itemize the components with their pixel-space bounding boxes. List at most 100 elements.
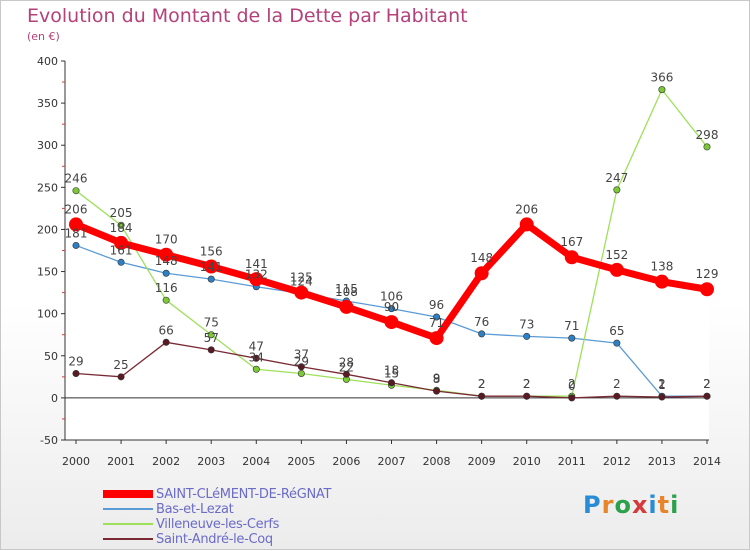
legend-label-villeneuve: Villeneuve-les-Cerfs: [156, 516, 280, 532]
data-label-saint-andr-le-coq: 57: [204, 331, 219, 345]
data-point-saint-cl-ment-de-r-gnat: [654, 274, 669, 289]
x-tick-label: 2004: [242, 455, 270, 468]
data-point-saint-cl-ment-de-r-gnat: [204, 259, 219, 274]
logo-letter: r: [601, 491, 615, 519]
legend-swatch-saint-andre: [103, 538, 153, 540]
data-label-bas-et-lezat: 65: [609, 324, 624, 338]
data-label-bas-et-lezat: 124: [290, 274, 313, 288]
data-point-saint-andr-le-coq: [523, 392, 531, 400]
data-label-villeneuve-les-cerfs: 298: [696, 128, 719, 142]
data-point-saint-cl-ment-de-r-gnat: [294, 285, 309, 300]
data-label-bas-et-lezat: 132: [245, 268, 268, 282]
data-label-villeneuve-les-cerfs: 9: [433, 371, 441, 385]
data-point-saint-cl-ment-de-r-gnat: [339, 299, 354, 314]
data-point-saint-andr-le-coq: [703, 392, 711, 400]
data-point-villeneuve-les-cerfs: [162, 296, 170, 304]
chart-unit-label: (en €): [27, 30, 60, 43]
x-tick-label: 2011: [558, 455, 586, 468]
chart-title: Evolution du Montant de la Dette par Hab…: [27, 5, 468, 27]
data-label-bas-et-lezat: 141: [200, 260, 223, 274]
data-point-villeneuve-les-cerfs: [613, 186, 621, 194]
data-point-bas-et-lezat: [117, 258, 125, 266]
data-label-saint-cl-ment-de-r-gnat: 90: [384, 300, 399, 314]
x-tick-label: 2001: [107, 455, 135, 468]
data-point-saint-andr-le-coq: [387, 379, 395, 387]
data-label-saint-andr-le-coq: 37: [294, 348, 309, 362]
data-point-bas-et-lezat: [478, 330, 486, 338]
data-label-saint-andr-le-coq: 2: [523, 377, 531, 391]
logo-letter: i: [670, 491, 680, 519]
y-tick-label: 400: [37, 55, 58, 68]
data-label-saint-cl-ment-de-r-gnat: 125: [290, 271, 313, 285]
y-tick-label: 350: [37, 97, 58, 110]
proxiti-logo: Proxiti: [583, 491, 679, 519]
data-point-bas-et-lezat: [207, 275, 215, 283]
data-point-saint-andr-le-coq: [72, 369, 80, 377]
data-point-saint-andr-le-coq: [162, 338, 170, 346]
data-label-bas-et-lezat: 115: [335, 282, 358, 296]
data-label-saint-andr-le-coq: 2: [703, 377, 711, 391]
data-point-saint-andr-le-coq: [658, 393, 666, 401]
data-label-saint-andr-le-coq: 28: [339, 355, 354, 369]
y-tick-label: 150: [37, 266, 58, 279]
data-point-saint-cl-ment-de-r-gnat: [249, 272, 264, 287]
x-tick-label: 2010: [513, 455, 541, 468]
data-point-saint-cl-ment-de-r-gnat: [114, 235, 129, 250]
plot-area: [65, 61, 709, 440]
data-point-villeneuve-les-cerfs: [703, 143, 711, 151]
data-label-villeneuve-les-cerfs: 29: [294, 354, 309, 368]
legend-swatch-villeneuve: [103, 523, 153, 525]
logo-letter: P: [583, 491, 602, 519]
data-point-saint-cl-ment-de-r-gnat: [564, 250, 579, 265]
x-tick-label: 2009: [468, 455, 496, 468]
y-tick-label: 0: [51, 392, 58, 405]
y-tick-label: 50: [44, 350, 58, 363]
data-label-bas-et-lezat: 148: [155, 254, 178, 268]
data-label-bas-et-lezat: 76: [474, 315, 489, 329]
data-label-saint-andr-le-coq: 2: [478, 377, 486, 391]
legend-item-bas-et-lezat: Bas-et-Lezat: [103, 501, 234, 517]
data-point-saint-cl-ment-de-r-gnat: [69, 217, 83, 232]
y-tick-label: 200: [37, 223, 58, 236]
data-label-saint-cl-ment-de-r-gnat: 141: [245, 257, 268, 271]
data-label-saint-cl-ment-de-r-gnat: 152: [605, 248, 628, 262]
data-label-villeneuve-les-cerfs: 34: [249, 350, 264, 364]
data-point-bas-et-lezat: [523, 332, 531, 340]
data-point-saint-andr-le-coq: [297, 363, 305, 371]
data-label-villeneuve-les-cerfs: 2: [523, 377, 531, 391]
data-point-saint-cl-ment-de-r-gnat: [700, 282, 714, 297]
data-label-saint-cl-ment-de-r-gnat: 108: [335, 285, 358, 299]
data-point-saint-cl-ment-de-r-gnat: [384, 315, 399, 330]
legend-swatch-saint-clement: [103, 490, 153, 498]
y-tick-label: 300: [37, 139, 58, 152]
data-label-saint-andr-le-coq: 8: [433, 372, 441, 386]
data-label-saint-andr-le-coq: 66: [159, 323, 174, 337]
data-label-bas-et-lezat: 2: [703, 377, 711, 391]
data-label-saint-cl-ment-de-r-gnat: 206: [65, 202, 88, 216]
data-label-bas-et-lezat: 73: [519, 317, 534, 331]
series-lines: [69, 86, 714, 402]
legend-item-saint-clement: SAINT-CLéMENT-DE-RéGNAT: [103, 486, 331, 502]
legend-item-saint-andre: Saint-André-le-Coq: [103, 531, 273, 547]
y-tick-label: 100: [37, 308, 58, 321]
logo-letter: o: [614, 491, 632, 519]
data-label-saint-cl-ment-de-r-gnat: 156: [200, 245, 223, 259]
x-tick-label: 2012: [603, 455, 631, 468]
data-point-villeneuve-les-cerfs: [207, 331, 215, 339]
data-label-bas-et-lezat: 161: [110, 243, 133, 257]
y-tick-label: -50: [40, 434, 58, 447]
data-point-saint-andr-le-coq: [433, 387, 441, 395]
data-point-villeneuve-les-cerfs: [658, 86, 666, 94]
data-label-villeneuve-les-cerfs: 2: [568, 377, 576, 391]
data-point-saint-cl-ment-de-r-gnat: [474, 266, 489, 281]
data-label-saint-andr-le-coq: 29: [68, 354, 83, 368]
x-tick-label: 2003: [197, 455, 225, 468]
data-label-bas-et-lezat: 2: [658, 377, 666, 391]
data-label-saint-cl-ment-de-r-gnat: 138: [650, 260, 673, 274]
legend-item-villeneuve: Villeneuve-les-Cerfs: [103, 516, 279, 532]
data-point-bas-et-lezat: [613, 339, 621, 347]
legend-label-saint-clement: SAINT-CLéMENT-DE-RéGNAT: [156, 486, 332, 502]
data-point-bas-et-lezat: [568, 334, 576, 342]
